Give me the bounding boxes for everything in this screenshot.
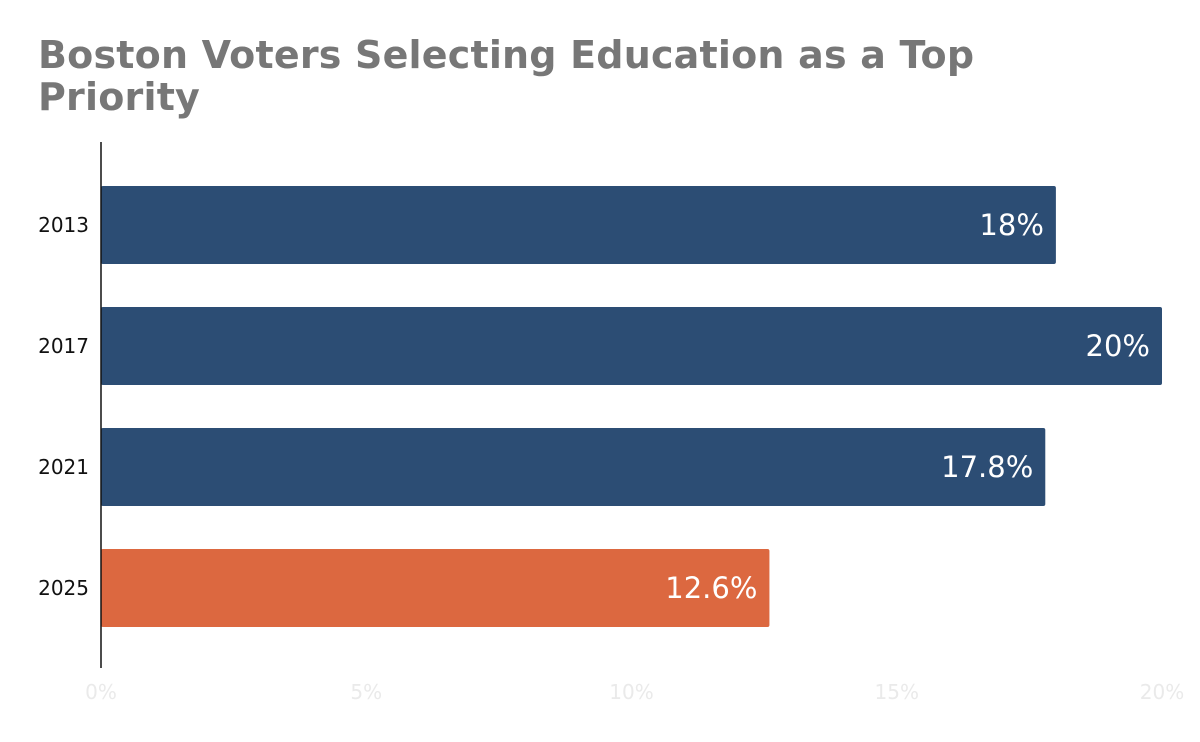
x-tick-label-5: 5% [350,680,382,704]
bar-2013 [101,186,1056,264]
category-label-2025: 2025 [38,576,89,600]
x-tick-label-10: 10% [609,680,653,704]
category-label-2017: 2017 [38,334,89,358]
x-tick-labels-group: 0% 5% 10% 15% 20% [85,680,1184,704]
chart-title: Boston Voters Selecting Education as a T… [38,33,975,119]
bars-group [101,186,1162,627]
category-label-2013: 2013 [38,213,89,237]
bar-2017 [101,307,1162,385]
data-labels-group: 18% 20% 17.8% 12.6% [665,208,1150,605]
bar-2025 [101,549,770,627]
bar-2021 [101,428,1046,506]
data-label-2021: 17.8% [941,450,1033,484]
data-label-2017: 20% [1086,329,1150,363]
data-label-2025: 12.6% [665,571,757,605]
category-labels-group: 2013 2017 2021 2025 [38,213,89,600]
category-label-2021: 2021 [38,455,89,479]
x-tick-label-20: 20% [1140,680,1184,704]
x-tick-label-15: 15% [875,680,919,704]
x-tick-label-0: 0% [85,680,117,704]
data-label-2013: 18% [979,208,1043,242]
